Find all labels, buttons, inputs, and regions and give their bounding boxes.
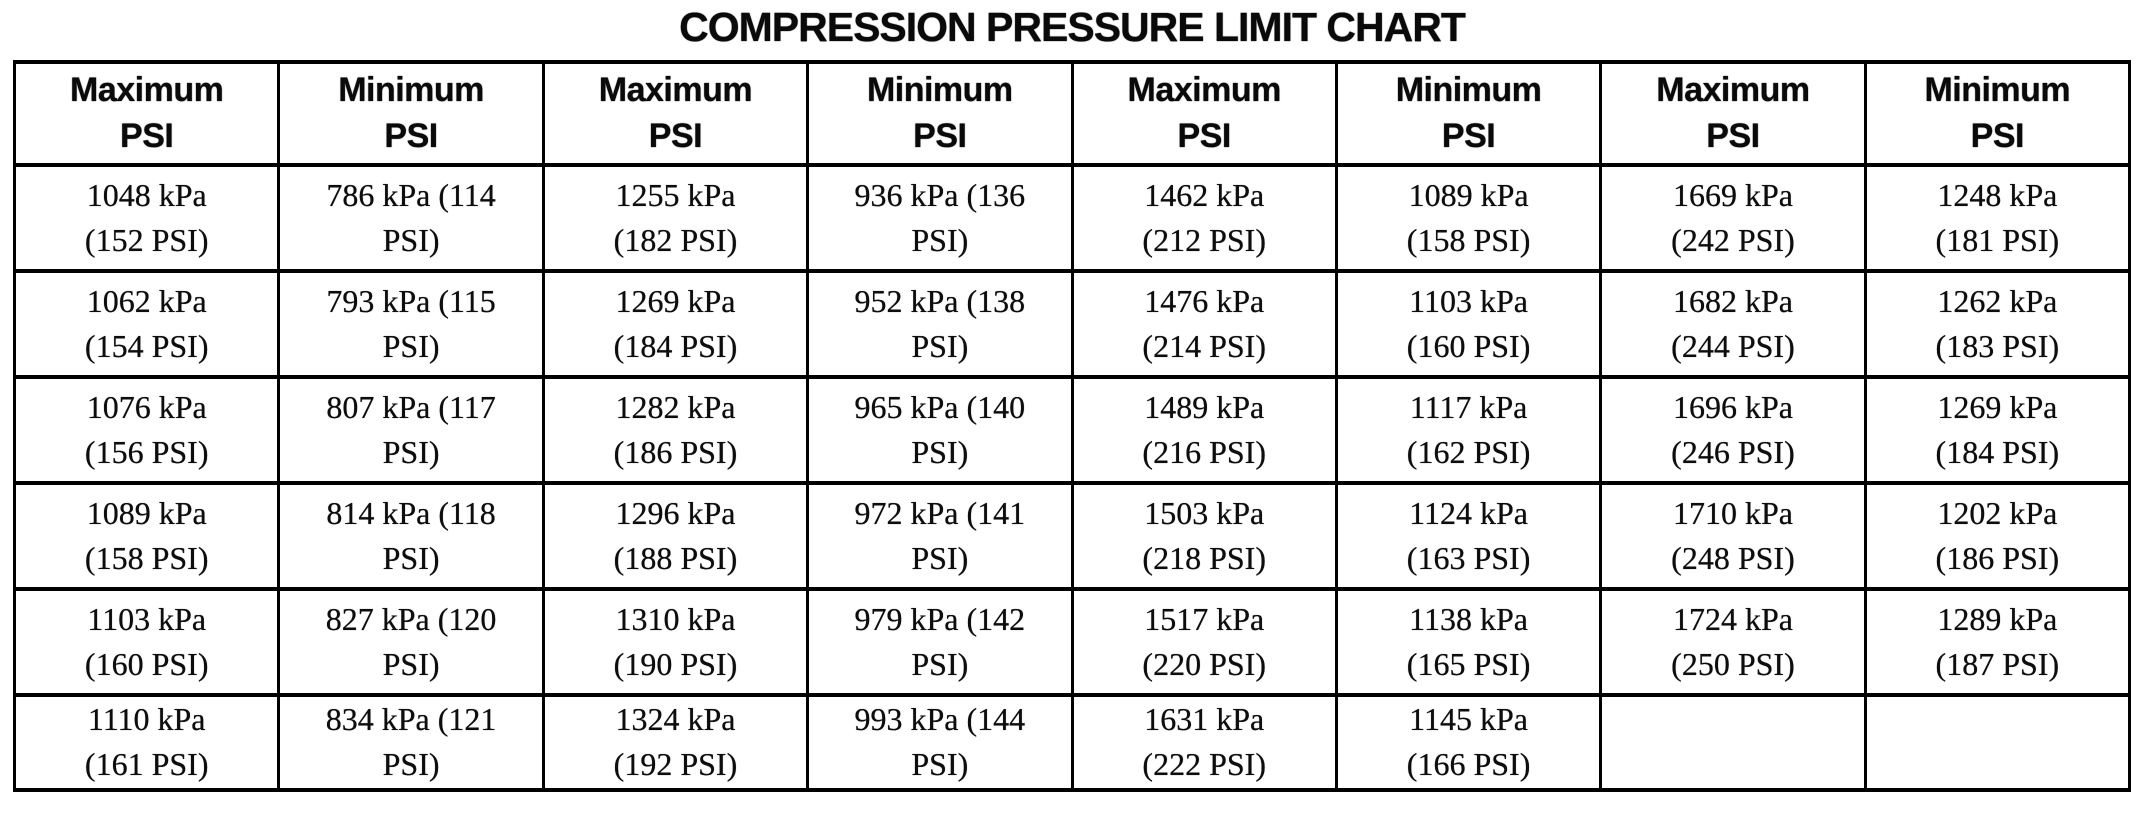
table-cell: 1682 kPa (244 PSI) xyxy=(1599,269,1867,379)
table-cell: 1282 kPa (186 PSI) xyxy=(541,375,810,485)
table-cell: 1248 kPa (181 PSI) xyxy=(1863,163,2132,273)
table-cell: 814 kPa (118 PSI) xyxy=(277,481,545,591)
table-cell: 1296 kPa (188 PSI) xyxy=(541,481,810,591)
table-cell: 1076 kPa (156 PSI) xyxy=(12,375,281,485)
table-row: 1110 kPa (161 PSI) 834 kPa (121 PSI) 1324 … xyxy=(12,693,2132,792)
header-cell-minimum-psi: Minimum PSI xyxy=(806,60,1074,167)
header-cell-minimum-psi: Minimum PSI xyxy=(1334,60,1603,167)
table-cell: 1324 kPa (192 PSI) xyxy=(541,693,810,792)
table-cell: 979 kPa (142 PSI) xyxy=(806,587,1074,697)
page-title: COMPRESSION PRESSURE LIMIT CHART xyxy=(679,4,1466,50)
header-cell-maximum-psi: Maximum PSI xyxy=(1599,60,1867,167)
table-cell: 1262 kPa (183 PSI) xyxy=(1863,269,2132,379)
table-cell: 1269 kPa (184 PSI) xyxy=(1863,375,2132,485)
table-cell: 1289 kPa (187 PSI) xyxy=(1863,587,2132,697)
table-cell: 1103 kPa (160 PSI) xyxy=(1334,269,1603,379)
table-cell: 993 kPa (144 PSI) xyxy=(806,693,1074,792)
table-cell xyxy=(1863,693,2132,792)
header-cell-maximum-psi: Maximum PSI xyxy=(1070,60,1338,167)
table-cell: 1489 kPa (216 PSI) xyxy=(1070,375,1338,485)
table-cell: 827 kPa (120 PSI) xyxy=(277,587,545,697)
table-cell: 1048 kPa (152 PSI) xyxy=(12,163,281,273)
header-cell-maximum-psi: Maximum PSI xyxy=(541,60,810,167)
table-cell: 1696 kPa (246 PSI) xyxy=(1599,375,1867,485)
table-cell: 793 kPa (115 PSI) xyxy=(277,269,545,379)
table-row: 1048 kPa (152 PSI) 786 kPa (114 PSI) 1255 … xyxy=(12,163,2132,273)
header-cell-minimum-psi: Minimum PSI xyxy=(277,60,545,167)
table-cell: 1462 kPa (212 PSI) xyxy=(1070,163,1338,273)
table-header-row: Maximum PSI Minimum PSI Maximum PSI Minimum… xyxy=(12,60,2132,167)
table-cell: 1255 kPa (182 PSI) xyxy=(541,163,810,273)
table-cell: 1269 kPa (184 PSI) xyxy=(541,269,810,379)
table-row: 1062 kPa (154 PSI) 793 kPa (115 PSI) 1269 … xyxy=(12,269,2132,379)
table-cell: 1310 kPa (190 PSI) xyxy=(541,587,810,697)
table-cell: 807 kPa (117 PSI) xyxy=(277,375,545,485)
table-cell: 1062 kPa (154 PSI) xyxy=(12,269,281,379)
table-cell: 1724 kPa (250 PSI) xyxy=(1599,587,1867,697)
table-body: 1048 kPa (152 PSI) 786 kPa (114 PSI) 1255 … xyxy=(12,163,2132,792)
table-row: 1076 kPa (156 PSI) 807 kPa (117 PSI) 1282 … xyxy=(12,375,2132,485)
table-cell: 1710 kPa (248 PSI) xyxy=(1599,481,1867,591)
table-cell: 1202 kPa (186 PSI) xyxy=(1863,481,2132,591)
table-cell: 936 kPa (136 PSI) xyxy=(806,163,1074,273)
table-header: Maximum PSI Minimum PSI Maximum PSI Minimum… xyxy=(12,60,2132,167)
table-cell: 1103 kPa (160 PSI) xyxy=(12,587,281,697)
table-cell: 1503 kPa (218 PSI) xyxy=(1070,481,1338,591)
table-cell: 1089 kPa (158 PSI) xyxy=(1334,163,1603,273)
table-cell: 952 kPa (138 PSI) xyxy=(806,269,1074,379)
table-cell: 1089 kPa (158 PSI) xyxy=(12,481,281,591)
table-cell: 1138 kPa (165 PSI) xyxy=(1334,587,1603,697)
compression-pressure-limit-table: Maximum PSI Minimum PSI Maximum PSI Minimum… xyxy=(12,60,2132,792)
table-cell xyxy=(1599,693,1867,792)
table-row: 1089 kPa (158 PSI) 814 kPa (118 PSI) 1296 … xyxy=(12,481,2132,591)
table-row: 1103 kPa (160 PSI) 827 kPa (120 PSI) 1310 … xyxy=(12,587,2132,697)
table-cell: 972 kPa (141 PSI) xyxy=(806,481,1074,591)
table-cell: 786 kPa (114 PSI) xyxy=(277,163,545,273)
table-cell: 834 kPa (121 PSI) xyxy=(277,693,545,792)
table-cell: 1117 kPa (162 PSI) xyxy=(1334,375,1603,485)
table-cell: 1476 kPa (214 PSI) xyxy=(1070,269,1338,379)
table-cell: 1110 kPa (161 PSI) xyxy=(12,693,281,792)
table-cell: 1631 kPa (222 PSI) xyxy=(1070,693,1338,792)
table-cell: 965 kPa (140 PSI) xyxy=(806,375,1074,485)
header-cell-maximum-psi: Maximum PSI xyxy=(12,60,281,167)
header-cell-minimum-psi: Minimum PSI xyxy=(1863,60,2132,167)
table-cell: 1669 kPa (242 PSI) xyxy=(1599,163,1867,273)
table-cell: 1124 kPa (163 PSI) xyxy=(1334,481,1603,591)
table-cell: 1517 kPa (220 PSI) xyxy=(1070,587,1338,697)
table-cell: 1145 kPa (166 PSI) xyxy=(1334,693,1603,792)
